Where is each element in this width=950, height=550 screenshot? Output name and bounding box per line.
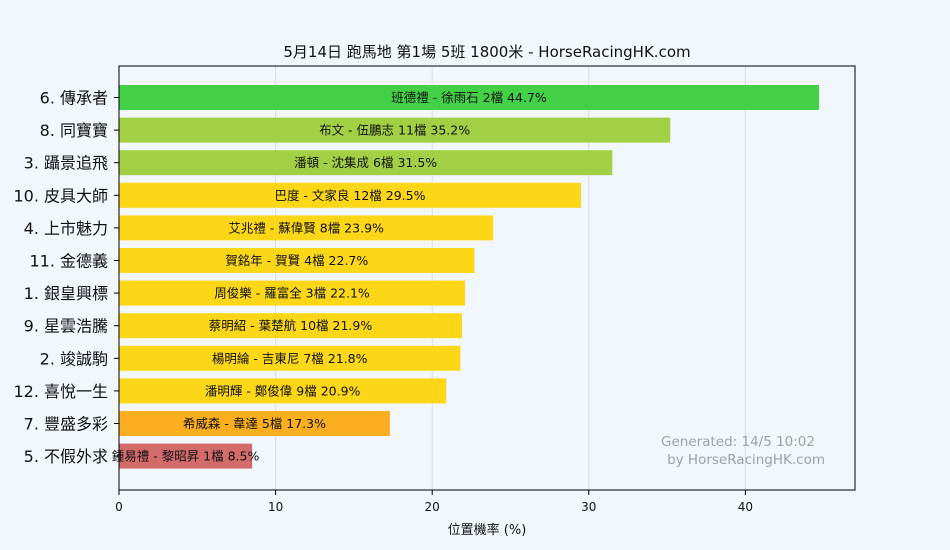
bar bbox=[119, 280, 466, 306]
generated-annotation: Generated: 14/5 10:02 bbox=[661, 434, 815, 450]
plot-frame bbox=[118, 65, 856, 491]
category-label: 11. 金德義 bbox=[29, 252, 108, 271]
bar-label: 潘明輝 - 鄭俊偉 9檔 20.9% bbox=[205, 383, 361, 398]
bar bbox=[119, 443, 253, 469]
x-tick-label: 20 bbox=[425, 500, 440, 514]
bar bbox=[119, 85, 819, 110]
x-tick-label: 0 bbox=[115, 500, 123, 514]
bar-label: 楊明綸 - 吉東尼 7檔 21.8% bbox=[212, 351, 368, 366]
plot-area: 班德禮 - 徐雨石 2檔 44.7% 布文 - 伍鵬志 11檔 35.2% 潘頓 -… bbox=[13, 65, 856, 514]
chart-title: 5月14日 跑馬地 第1場 5班 1800米 - HorseRacingHK.c… bbox=[283, 43, 690, 61]
bar bbox=[119, 150, 613, 176]
bar bbox=[119, 345, 461, 371]
category-label: 7. 豐盛多彩 bbox=[24, 415, 108, 434]
category-labels: 6. 傳承者 8. 同寶寶 3. 躡景追飛 10. 皮具大師 4. 上市魅力 11. 金德… bbox=[13, 89, 119, 466]
bar bbox=[119, 313, 462, 339]
bar-label: 班德禮 - 徐雨石 2檔 44.7% bbox=[391, 90, 547, 105]
x-tick-label: 30 bbox=[581, 500, 596, 514]
source-annotation: by HorseRacingHK.com bbox=[667, 452, 825, 468]
bar-labels: 班德禮 - 徐雨石 2檔 44.7% 布文 - 伍鵬志 11檔 35.2% 潘頓 -… bbox=[112, 90, 547, 464]
bar-label: 周俊樂 - 羅富全 3檔 22.1% bbox=[214, 286, 370, 301]
category-label: 1. 銀皇興標 bbox=[24, 284, 108, 303]
category-label: 9. 星雲浩騰 bbox=[24, 317, 108, 336]
bar-label: 潘頓 - 沈集成 6檔 31.5% bbox=[294, 155, 437, 170]
x-axis-ticks: 0 10 20 30 40 bbox=[115, 490, 753, 514]
bar bbox=[119, 117, 671, 143]
category-label: 10. 皮具大師 bbox=[13, 186, 108, 205]
bar bbox=[119, 215, 494, 241]
bars bbox=[119, 85, 819, 469]
bar bbox=[119, 378, 447, 404]
category-label: 12. 喜悅一生 bbox=[13, 382, 108, 401]
x-tick-label: 40 bbox=[738, 500, 753, 514]
category-label: 2. 竣誠駒 bbox=[40, 349, 108, 368]
x-tick-label: 10 bbox=[268, 500, 283, 514]
bar-label: 希威森 - 韋達 5檔 17.3% bbox=[183, 416, 326, 431]
category-label: 8. 同寶寶 bbox=[40, 121, 108, 140]
bar-label: 蔡明紹 - 葉楚航 10檔 21.9% bbox=[209, 318, 373, 333]
bar bbox=[119, 411, 390, 436]
bar-label: 鍾易禮 - 黎昭昇 1檔 8.5% bbox=[112, 449, 260, 464]
category-label: 5. 不假外求 bbox=[24, 447, 108, 466]
bar-label: 艾兆禮 - 蘇偉賢 8檔 23.9% bbox=[228, 220, 384, 235]
category-label: 6. 傳承者 bbox=[40, 89, 108, 108]
category-label: 3. 躡景追飛 bbox=[24, 154, 108, 173]
bar bbox=[119, 182, 581, 208]
bar-label: 賀銘年 - 賀賢 4檔 22.7% bbox=[225, 253, 368, 268]
bar-label: 布文 - 伍鵬志 11檔 35.2% bbox=[319, 123, 470, 138]
x-axis-label: 位置機率 (%) bbox=[448, 522, 527, 538]
bar-label: 巴度 - 文家良 12檔 29.5% bbox=[274, 188, 425, 203]
category-label: 4. 上市魅力 bbox=[24, 219, 108, 238]
bar bbox=[119, 248, 475, 273]
